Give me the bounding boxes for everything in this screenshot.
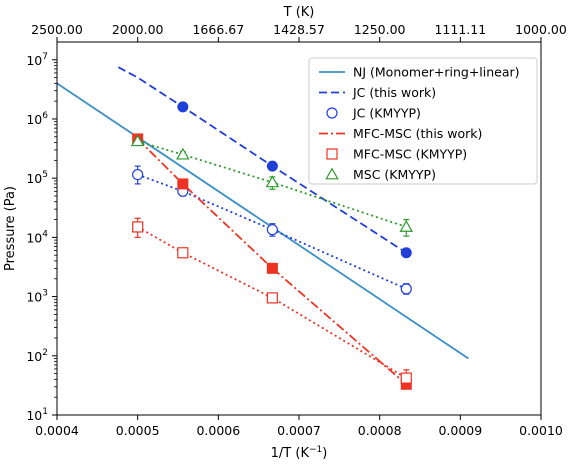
legend-entry: MSC (KMYYP) bbox=[325, 167, 436, 182]
data-point bbox=[177, 178, 189, 190]
legend: NJ (Monomer+ring+linear) JC (this work) JC… bbox=[308, 57, 538, 185]
top-x-tick-label: 1000.00 bbox=[515, 22, 567, 37]
series-line bbox=[137, 173, 407, 290]
data-point bbox=[130, 134, 145, 147]
x-tick-label: 0.0008 bbox=[358, 423, 402, 438]
top-x-tick-label: 2000.00 bbox=[112, 22, 164, 37]
top-x-axis-title: T (K) bbox=[283, 5, 315, 20]
y-tick-label: 106 bbox=[26, 111, 48, 127]
series-line bbox=[137, 226, 407, 379]
legend-label: MSC (KMYYP) bbox=[353, 167, 436, 182]
legend-entry: NJ (Monomer+ring+linear) bbox=[319, 65, 520, 80]
legend-swatch bbox=[325, 167, 339, 180]
legend-entry: JC (this work) bbox=[319, 85, 436, 100]
legend-label: MFC-MSC (this work) bbox=[353, 126, 482, 141]
x-tick-label: 0.0006 bbox=[196, 423, 240, 438]
data-point bbox=[132, 168, 144, 181]
legend-box bbox=[308, 57, 538, 185]
series-4 bbox=[132, 217, 412, 390]
series-line bbox=[56, 82, 469, 360]
legend-label: JC (this work) bbox=[352, 85, 436, 100]
data-point bbox=[266, 224, 278, 236]
legend-swatch bbox=[326, 107, 338, 119]
data-point bbox=[400, 283, 412, 295]
x-axis-title: 1/T (K−1) bbox=[271, 445, 328, 461]
top-x-tick-label: 2500.00 bbox=[31, 22, 83, 37]
data-point bbox=[266, 160, 278, 172]
top-x-tick-label: 1250.00 bbox=[354, 22, 406, 37]
series-5 bbox=[130, 134, 414, 237]
axes: 0.0004 0.0005 0.0006 0.0007 0.0008 0.0009 0.00… bbox=[26, 22, 567, 438]
series-line bbox=[137, 140, 407, 228]
y-tick-label: 105 bbox=[26, 170, 48, 186]
data-point bbox=[176, 147, 190, 160]
legend-entry: MFC-MSC (KMYYP) bbox=[326, 147, 467, 162]
series-0 bbox=[56, 82, 469, 360]
data-point bbox=[265, 175, 280, 188]
top-x-tick-label: 1428.57 bbox=[273, 22, 325, 37]
y-tick-label: 104 bbox=[26, 229, 48, 245]
legend-label: JC (KMYYP) bbox=[352, 106, 421, 121]
series-line bbox=[137, 138, 407, 385]
legend-label: MFC-MSC (KMYYP) bbox=[353, 147, 467, 162]
series-layer bbox=[56, 66, 469, 390]
data-point bbox=[177, 101, 189, 113]
legend-entry: MFC-MSC (this work) bbox=[319, 126, 482, 141]
x-tick-label: 0.0007 bbox=[277, 423, 321, 438]
top-x-tick-label: 1111.11 bbox=[434, 22, 486, 37]
data-point bbox=[400, 372, 412, 384]
y-axis-title: Pressure (Pa) bbox=[3, 186, 18, 271]
y-tick-label: 107 bbox=[26, 52, 48, 68]
x-tick-label: 0.0004 bbox=[35, 423, 79, 438]
data-point bbox=[132, 221, 144, 233]
x-tick-label: 0.0009 bbox=[438, 423, 482, 438]
legend-entry: JC (KMYYP) bbox=[326, 106, 421, 121]
x-tick-label: 0.0005 bbox=[116, 423, 160, 438]
top-x-tick-label: 1666.67 bbox=[192, 22, 244, 37]
legend-swatch bbox=[326, 148, 338, 160]
data-point bbox=[177, 247, 189, 259]
y-tick-label: 103 bbox=[26, 289, 48, 305]
y-tick-label: 101 bbox=[26, 407, 48, 423]
data-point bbox=[399, 219, 414, 232]
data-point bbox=[266, 262, 278, 274]
x-tick-label: 0.0010 bbox=[519, 423, 563, 438]
y-tick-label: 102 bbox=[26, 348, 48, 364]
legend-label: NJ (Monomer+ring+linear) bbox=[353, 65, 520, 80]
data-point bbox=[266, 292, 278, 304]
data-point bbox=[400, 247, 412, 259]
series-1 bbox=[117, 66, 412, 259]
series-2 bbox=[132, 165, 412, 295]
